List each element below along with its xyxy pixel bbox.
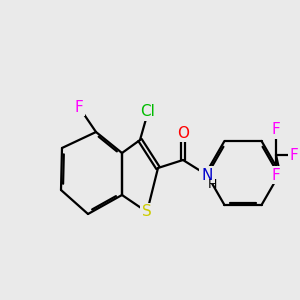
Text: F: F: [272, 122, 280, 137]
Text: N: N: [201, 167, 213, 182]
Text: F: F: [272, 167, 280, 182]
Text: H: H: [208, 178, 217, 191]
Text: F: F: [75, 100, 83, 115]
Text: O: O: [177, 125, 189, 140]
Text: Cl: Cl: [141, 104, 155, 119]
Text: F: F: [290, 148, 298, 163]
Text: S: S: [142, 205, 152, 220]
